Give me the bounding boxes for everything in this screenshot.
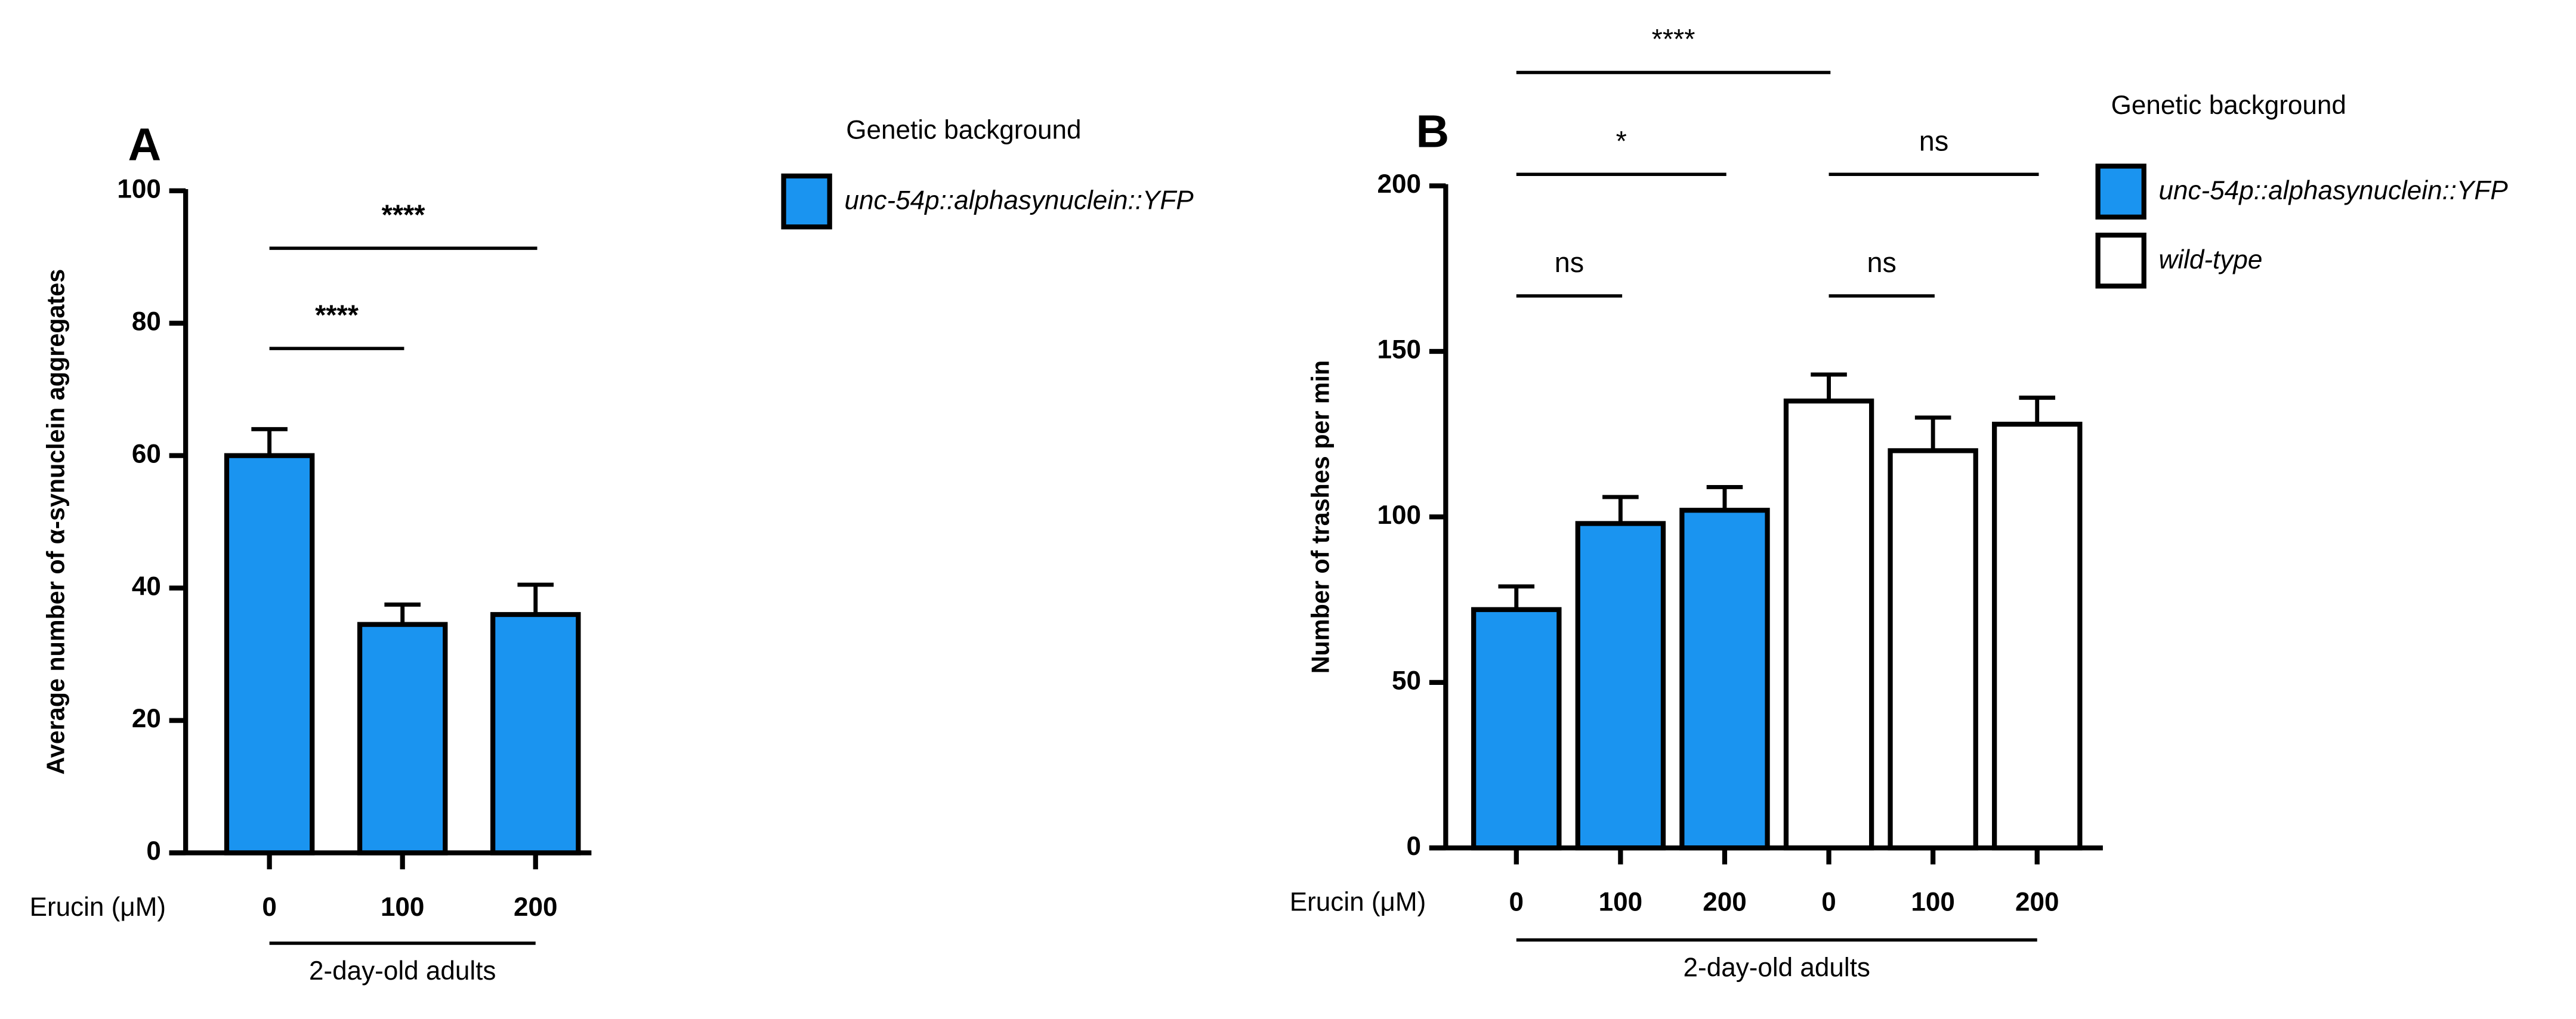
significance-label: ns (1867, 247, 1897, 278)
bar (1679, 508, 1770, 851)
legend-label: unc-54p::alphasynuclein::YFP (844, 186, 1194, 215)
y-tick-label: 20 (132, 704, 161, 733)
x-tick-label: 200 (514, 893, 558, 922)
panel-label: B (1416, 106, 1449, 157)
y-tick-label: 100 (1377, 501, 1422, 530)
bar (1783, 399, 1874, 851)
x-tick-label: 0 (1821, 888, 1836, 917)
x-tick-label: 100 (1599, 888, 1642, 917)
y-tick-label: 80 (132, 307, 161, 336)
bar (224, 453, 315, 856)
legend-label: unc-54p::alphasynuclein::YFP (2159, 176, 2509, 205)
significance-label: **** (1652, 24, 1695, 55)
y-tick-label: 100 (117, 174, 161, 203)
group-label: 2-day-old adults (309, 956, 496, 986)
y-tick-label: 200 (1377, 169, 1422, 199)
bar (1888, 448, 1978, 851)
legend-swatch (2095, 232, 2146, 289)
x-axis-label: Erucin (μM) (1290, 888, 1426, 917)
x-tick-label: 100 (1911, 888, 1955, 917)
significance-label: * (1616, 125, 1627, 156)
significance-label: ns (1555, 247, 1584, 278)
y-tick-label: 60 (132, 439, 161, 468)
legend-label: wild-type (2159, 245, 2263, 274)
panel-label: A (128, 119, 161, 171)
legend-swatch (781, 173, 832, 230)
y-axis-label: Number of trashes per min (1307, 360, 1335, 674)
bar (1992, 421, 2083, 851)
x-tick-label: 0 (262, 893, 277, 922)
legend-swatch (2095, 163, 2146, 220)
bar (1575, 521, 1666, 851)
significance-label: **** (315, 299, 359, 331)
y-tick-label: 40 (132, 572, 161, 601)
x-tick-label: 200 (1703, 888, 1747, 917)
y-axis-label: Average number of α-synuclein aggregates (42, 269, 69, 775)
legend-title: Genetic background (2111, 91, 2346, 120)
bar (1471, 607, 1562, 851)
y-tick-label: 150 (1377, 335, 1422, 365)
x-axis-label: Erucin (μM) (30, 893, 166, 922)
x-tick-label: 200 (2015, 888, 2059, 917)
y-tick-label: 0 (1407, 832, 1422, 861)
bar (490, 612, 581, 856)
x-tick-label: 100 (381, 893, 425, 922)
legend-title: Genetic background (846, 115, 1081, 144)
y-tick-label: 0 (146, 836, 161, 866)
x-tick-label: 0 (1509, 888, 1524, 917)
significance-label: **** (382, 199, 426, 230)
y-tick-label: 50 (1392, 666, 1421, 695)
group-label: 2-day-old adults (1684, 953, 1870, 983)
bar (357, 622, 448, 856)
significance-label: ns (1919, 125, 1948, 156)
